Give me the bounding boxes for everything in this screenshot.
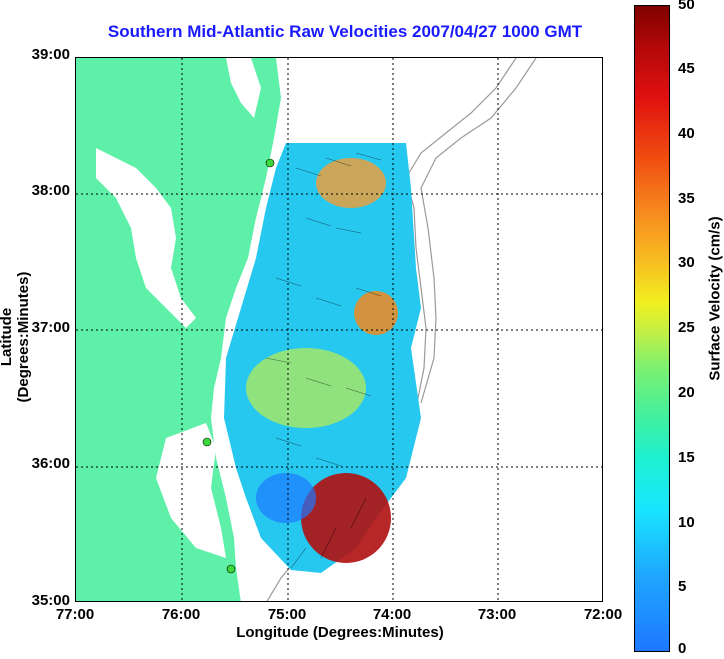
colorbar-tick-15: 15 [678,449,695,466]
lon-tick-77: 77:00 [55,606,95,623]
velocity-green-zone [246,348,366,428]
chesapeake-bay [96,148,196,328]
bathymetry-contour-2 [420,58,537,404]
map-plot-area [75,57,603,602]
lon-tick-72: 72:00 [583,606,623,623]
map-grid [76,58,602,601]
colorbar-tick-40: 40 [678,125,695,142]
lat-tick-38: 38:00 [31,182,70,199]
velocity-hotspot-south [301,473,391,563]
velocity-blue-zone [256,473,316,523]
colorbar-tick-35: 35 [678,190,695,207]
velocity-hotspot-north [316,158,386,208]
pamlico-sound [156,423,226,558]
colorbar-tick-45: 45 [678,60,695,77]
lat-tick-36: 36:00 [31,455,70,472]
lat-tick-35: 35:00 [31,592,70,609]
colorbar-label: Surface Velocity (cm/s) [706,216,724,381]
colorbar-tick-5: 5 [678,578,687,595]
lon-tick-74: 74:00 [372,606,412,623]
colorbar-tick-0: 0 [678,640,687,657]
colorbar-tick-20: 20 [678,384,695,401]
lon-tick-75: 75:00 [267,606,307,623]
colorbar-tick-10: 10 [678,514,695,531]
station-marker [226,564,236,574]
velocity-hotspot-mid [354,291,398,335]
x-axis-label: Longitude (Degrees:Minutes) [236,624,444,641]
map-title: Southern Mid-Atlantic Raw Velocities 200… [107,22,583,41]
colorbar-tick-25: 25 [678,319,695,336]
delaware-bay [226,58,261,118]
station-marker [265,158,275,168]
lat-tick-37: 37:00 [31,319,70,336]
colorbar-tick-30: 30 [678,254,695,271]
station-marker [202,437,212,447]
map-svg [76,58,602,601]
velocity-vectors [265,152,382,569]
lon-tick-73: 73:00 [477,606,517,623]
lat-tick-39: 39:00 [31,46,70,63]
y-axis-label: Latitude (Degrees:Minutes) [0,271,32,403]
colorbar [634,5,670,652]
lon-tick-76: 76:00 [161,606,201,623]
colorbar-tick-50: 50 [678,0,695,13]
